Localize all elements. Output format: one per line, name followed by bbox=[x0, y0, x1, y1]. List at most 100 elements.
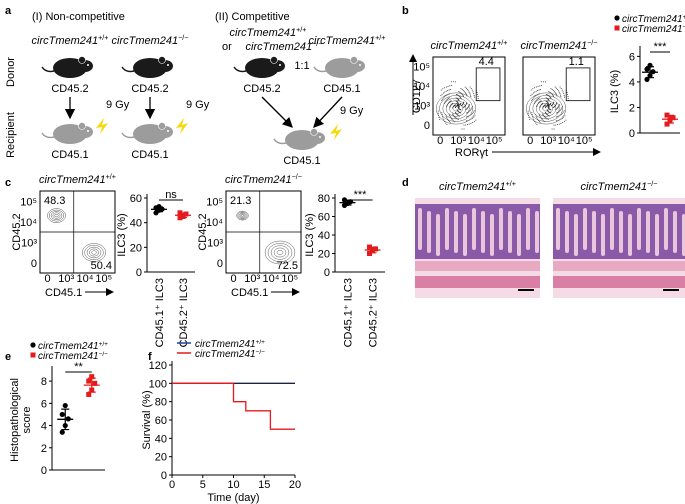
flow-event bbox=[446, 98, 448, 100]
flow-event bbox=[452, 119, 454, 121]
flow-event bbox=[459, 91, 461, 93]
flow-event bbox=[548, 91, 550, 93]
flow-event bbox=[534, 91, 536, 93]
radiation-bolt bbox=[176, 118, 188, 134]
flow-event bbox=[535, 90, 537, 92]
flow-event bbox=[549, 91, 551, 93]
flow-event bbox=[556, 112, 558, 114]
flow-x-tick: 10⁴ bbox=[77, 273, 94, 285]
flow-event bbox=[467, 116, 469, 118]
panel-label: c bbox=[5, 177, 11, 189]
flow-x-label: CD45.1 bbox=[231, 287, 268, 299]
flow-event bbox=[462, 89, 464, 91]
y-tick-label: 80 bbox=[318, 193, 330, 205]
flow-event bbox=[473, 93, 475, 95]
flow-event bbox=[465, 120, 467, 122]
contour bbox=[50, 211, 63, 221]
flow-event bbox=[471, 89, 473, 91]
flow-y-label: CD127 bbox=[411, 79, 423, 113]
flow-event bbox=[567, 98, 569, 100]
flow-event bbox=[463, 124, 465, 126]
flow-event bbox=[477, 98, 479, 100]
flow-event bbox=[444, 96, 446, 98]
flow-event bbox=[560, 122, 562, 124]
flow-event bbox=[470, 122, 472, 124]
flow-event bbox=[466, 112, 468, 114]
flow-event bbox=[546, 114, 548, 116]
y-tick-label: 40 bbox=[130, 218, 142, 230]
gene-label: circTmem241−/− bbox=[246, 40, 323, 53]
flow-y-label: CD45.2 bbox=[197, 213, 209, 250]
flow-event bbox=[445, 95, 447, 97]
data-point bbox=[373, 246, 378, 252]
y-axis-label: Histopathological bbox=[9, 378, 21, 462]
flow-event bbox=[551, 128, 553, 130]
genotype: +/+ bbox=[106, 173, 116, 181]
flow-event bbox=[450, 81, 452, 83]
gene-label: circTmem241+/+ bbox=[309, 34, 386, 47]
data-point bbox=[62, 402, 68, 409]
mouse-ear bbox=[78, 56, 86, 64]
data-point bbox=[59, 429, 65, 435]
flow-event bbox=[466, 124, 468, 126]
gate-value: 48.3 bbox=[44, 195, 65, 207]
crypt bbox=[601, 214, 605, 256]
gene-name: circTmem241 bbox=[225, 174, 292, 186]
flow-event bbox=[562, 111, 564, 113]
flow-event bbox=[566, 91, 568, 93]
flow-event bbox=[461, 88, 463, 90]
flow-event bbox=[550, 102, 552, 104]
flow-event bbox=[557, 107, 559, 109]
flow-event bbox=[456, 114, 458, 116]
crypt bbox=[517, 214, 521, 256]
contour bbox=[532, 97, 560, 120]
crypt bbox=[682, 214, 685, 256]
flow-event bbox=[469, 109, 471, 111]
flow-event bbox=[465, 124, 467, 126]
y-tick-label: 0 bbox=[161, 470, 167, 482]
flow-y-tick: 10⁵ bbox=[413, 62, 430, 74]
crypt bbox=[628, 214, 632, 256]
data-point bbox=[86, 391, 92, 397]
flow-x-tick: 10⁴ bbox=[468, 135, 485, 147]
flow-event bbox=[563, 120, 565, 122]
flow-event bbox=[542, 81, 544, 83]
flow-event bbox=[535, 122, 537, 124]
data-point bbox=[644, 66, 650, 72]
crypt bbox=[583, 208, 587, 250]
gate bbox=[475, 67, 501, 102]
contour bbox=[449, 103, 463, 114]
flow-event bbox=[560, 108, 562, 110]
mucosa bbox=[415, 204, 540, 259]
flow-event bbox=[464, 86, 466, 88]
x-tick-label: 20 bbox=[289, 479, 301, 491]
mouse-eye bbox=[167, 130, 169, 132]
flow-event bbox=[531, 100, 533, 102]
recipient-marker: CD45.1 bbox=[131, 149, 168, 161]
flow-x-label: RORγt bbox=[455, 147, 488, 159]
mouse-ear bbox=[310, 128, 318, 136]
contour bbox=[86, 246, 102, 259]
crypt bbox=[454, 211, 458, 253]
flow-y-tick: 0 bbox=[31, 258, 37, 270]
flow-event bbox=[444, 91, 446, 93]
flow-x-tick: 10⁵ bbox=[486, 135, 503, 147]
x-tick-label: 5 bbox=[200, 479, 206, 491]
flow-event bbox=[467, 90, 469, 92]
flow-event bbox=[448, 121, 450, 123]
flow-event bbox=[555, 116, 557, 118]
flow-x-tick: 0 bbox=[44, 273, 50, 285]
flow-event bbox=[473, 116, 475, 118]
flow-event bbox=[442, 117, 444, 119]
flow-event bbox=[551, 94, 553, 96]
flow-event bbox=[437, 110, 439, 112]
flow-event bbox=[527, 110, 529, 112]
flow-event bbox=[448, 89, 450, 91]
genotype: +/+ bbox=[497, 39, 507, 47]
submucosa bbox=[415, 261, 540, 271]
crypt bbox=[490, 214, 494, 256]
flow-x-tick: 0 bbox=[527, 135, 533, 147]
flow-contours bbox=[525, 81, 569, 130]
flow-event bbox=[452, 114, 454, 116]
gene-label: circTmem241+/+ bbox=[195, 339, 265, 351]
